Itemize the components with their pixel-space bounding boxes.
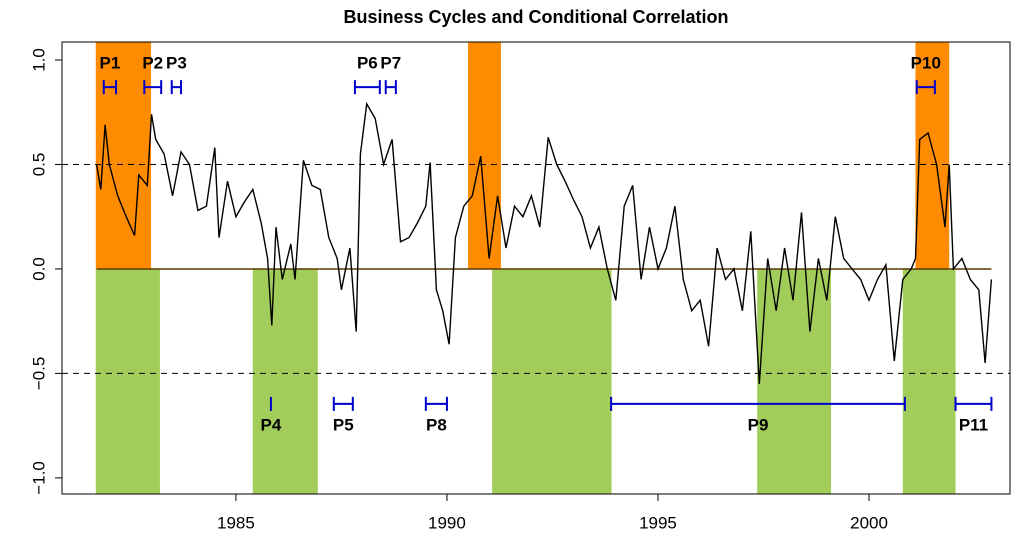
period-interval (353, 80, 381, 95)
period-interval (332, 396, 354, 411)
period-label: P5 (333, 415, 354, 434)
period-interval (102, 80, 118, 95)
cycle-region (492, 268, 612, 494)
period: P11 (954, 396, 993, 434)
period-interval (915, 80, 936, 95)
cycle-region (902, 268, 956, 494)
period-interval (424, 396, 448, 411)
y-tick-label: 0.5 (29, 153, 48, 177)
period: P4 (261, 396, 282, 434)
cycle-region (95, 268, 160, 494)
period-interval (143, 80, 163, 95)
period-label: P10 (911, 54, 941, 73)
chart-title: Business Cycles and Conditional Correlat… (343, 7, 728, 27)
period-label: P7 (380, 54, 401, 73)
period: P10 (911, 54, 941, 95)
cycle-region (252, 268, 318, 494)
period-label: P3 (166, 54, 187, 73)
x-tick-label: 1990 (428, 513, 466, 532)
period: P7 (380, 54, 401, 95)
period-label: P8 (426, 415, 447, 434)
period-label: P4 (261, 415, 282, 434)
period-interval (610, 396, 906, 411)
period-interval (384, 80, 397, 95)
cycle-region (757, 268, 832, 494)
period: P1 (100, 54, 121, 95)
period: P5 (332, 396, 354, 434)
period: P3 (166, 54, 187, 95)
y-tick-label: 1.0 (29, 48, 48, 72)
period: P6 (353, 54, 381, 95)
period-interval (954, 396, 993, 411)
period-label: P1 (100, 54, 121, 73)
x-tick-label: 1995 (639, 513, 677, 532)
period: P2 (142, 54, 163, 95)
cycle-region (468, 42, 501, 269)
period-label: P6 (357, 54, 378, 73)
period-label: P2 (142, 54, 163, 73)
cycle-region (95, 42, 152, 269)
x-tick-label: 1985 (217, 513, 255, 532)
period: P9 (610, 396, 906, 434)
period-interval (170, 80, 183, 95)
period-label: P11 (959, 415, 988, 434)
plot-frame (61, 41, 1011, 495)
x-tick-label: 2000 (850, 513, 888, 532)
y-tick-label: −0.5 (29, 357, 48, 391)
y-tick-label: 0.0 (29, 257, 48, 281)
period-label: P9 (748, 415, 769, 434)
cycle-region (915, 42, 950, 269)
correlation-line (95, 101, 993, 384)
period: P8 (424, 396, 448, 434)
y-tick-label: −1.0 (29, 461, 48, 495)
